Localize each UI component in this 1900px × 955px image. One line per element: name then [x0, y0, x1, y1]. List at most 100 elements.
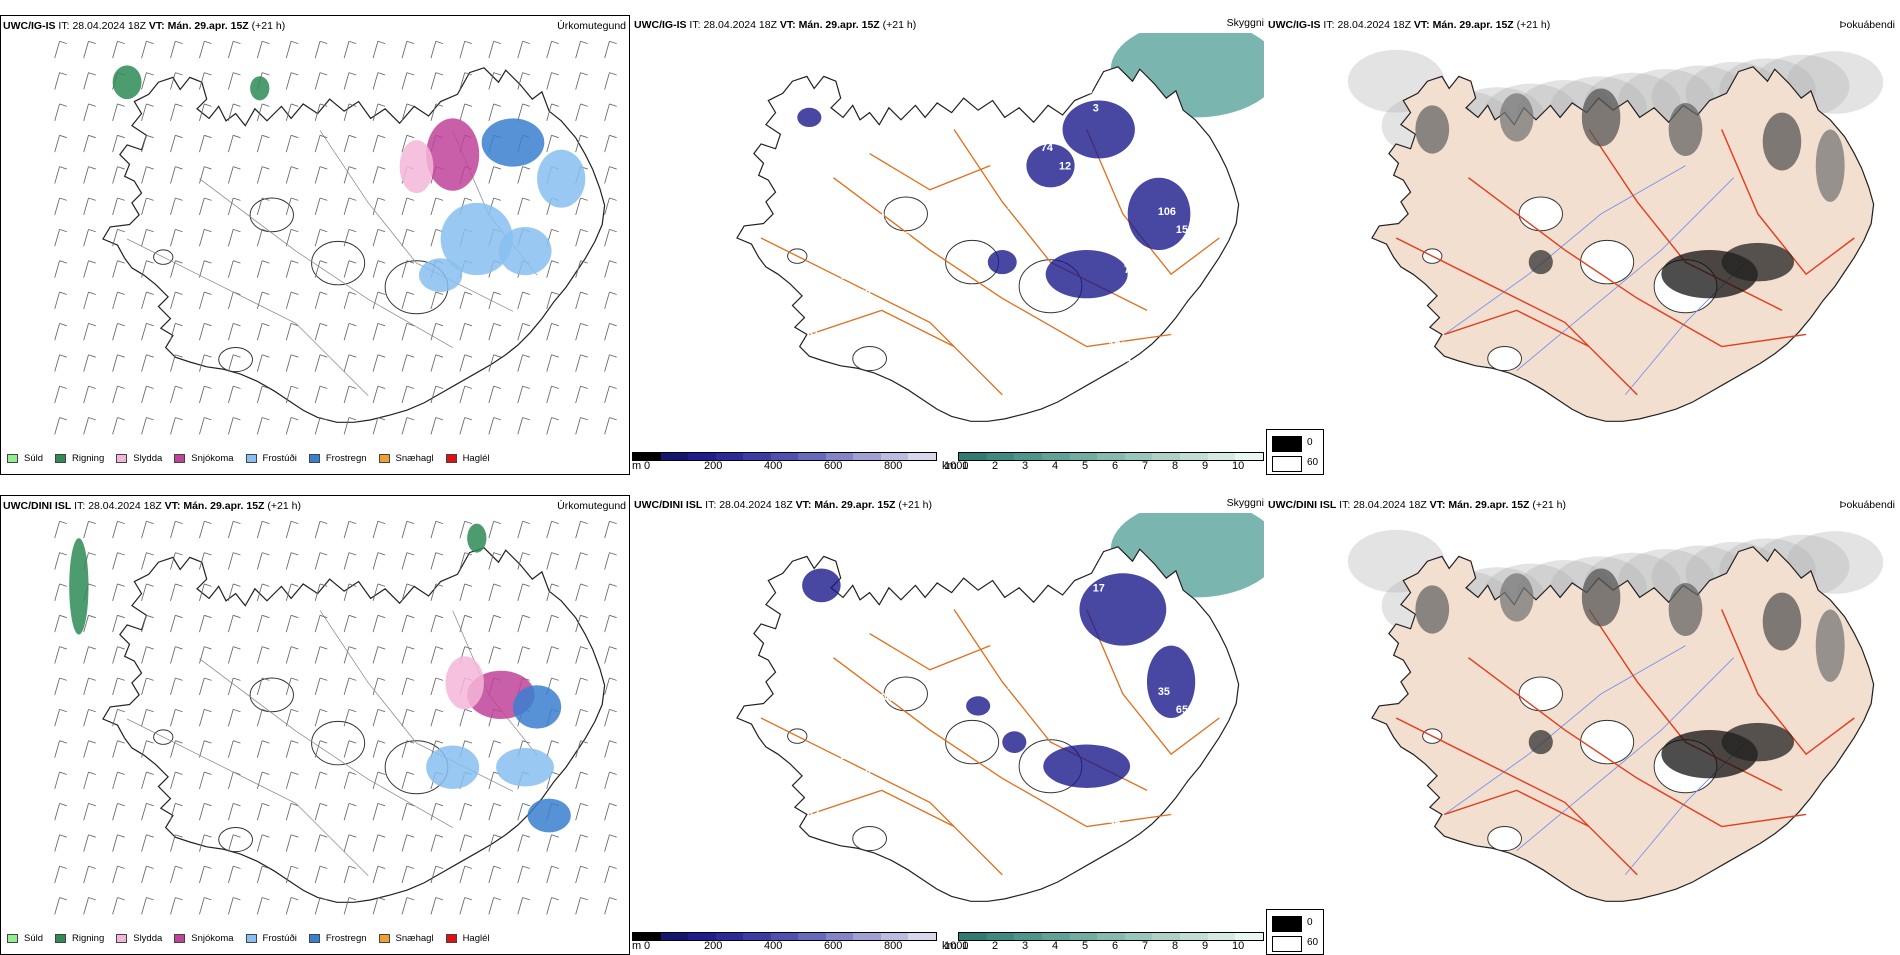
visibility-value: 59 — [976, 832, 988, 844]
visibility-value: 83 — [1192, 628, 1204, 640]
legend-item: Snjókoma — [174, 453, 234, 464]
init-time-label: IT: — [689, 19, 701, 31]
visibility-value: 3 — [1093, 102, 1099, 114]
legend-label: Snæhagl — [395, 453, 434, 464]
panel-title: Úrkomutegund — [557, 500, 626, 512]
legend-item: Frostúði — [245, 933, 297, 944]
legend-swatch — [445, 454, 457, 463]
visibility-value: 78 — [890, 616, 902, 628]
visibility-tick: 3 — [1022, 940, 1029, 952]
visibility-value: 29 — [825, 346, 837, 358]
visibility-value: 104 — [874, 692, 892, 704]
height-colorbar-labels: m 0 200 400 600 800 1000 — [632, 460, 968, 474]
model-name: UWC/IG-IS — [1268, 19, 1321, 31]
legend-label: Frostregn — [325, 453, 367, 464]
visibility-value: 80 — [859, 768, 871, 780]
visibility-tick: 4 — [1052, 940, 1059, 952]
visibility-panel: UWC/DINI ISL IT: 28.04.2024 18Z VT: Mán.… — [632, 495, 1264, 955]
visibility-map-area: 184 78 107 90 52 157 195 35 225 98 53 83 104 75 77 85 11… — [632, 500, 1264, 928]
lead-time: (+21 h) — [1516, 19, 1551, 31]
visibility-value: 65 — [1176, 704, 1188, 716]
fog-indicator-panel: UWC/IG-IS IT: 28.04.2024 18Z VT: Mán. 29… — [1266, 15, 1900, 475]
glacier-outline — [787, 248, 808, 264]
init-time: 28.04.2024 18Z — [1337, 19, 1411, 31]
legend-label: Rigning — [72, 453, 105, 464]
glacier-outline — [311, 240, 366, 286]
height-tick: 800 — [884, 940, 903, 952]
visibility-value: 184 — [773, 552, 791, 564]
visibility-value: 80 — [791, 90, 803, 102]
valid-time: Mán. 29.apr. 15Z — [798, 19, 880, 31]
visibility-value: 46 — [1059, 640, 1071, 652]
precip-map-area — [1, 514, 627, 929]
visibility-value: 35 — [1158, 686, 1170, 698]
legend-item: Haglél — [445, 933, 490, 944]
visibility-tick: 9 — [1202, 940, 1209, 952]
colorbar-step — [1069, 453, 1098, 460]
visibility-value: 15 — [1176, 224, 1188, 236]
visibility-value: 195 — [1041, 622, 1059, 634]
colorbar-step — [770, 453, 799, 460]
legend-swatch — [245, 934, 257, 943]
valid-time-label: VT: — [164, 500, 181, 512]
visibility-value: 12 — [1059, 160, 1071, 172]
colorbar-step — [908, 933, 937, 940]
model-name: UWC/IG-IS — [3, 20, 56, 32]
height-tick: 400 — [764, 460, 783, 472]
visibility-value: 99 — [908, 154, 920, 166]
colorbar-step — [959, 933, 987, 940]
visibility-value: 17 — [1093, 582, 1105, 594]
visibility-value: 10 — [1126, 358, 1138, 370]
fog-legend-high-label: 60 — [1307, 937, 1319, 948]
height-unit: m — [632, 460, 642, 472]
visibility-tick: 2 — [992, 940, 999, 952]
visibility-value: 4 — [976, 352, 982, 364]
visibility-colorbar-labels: km 1 2 3 4 5 6 7 8 9 10 — [942, 940, 1264, 954]
colorbar-step — [1097, 933, 1125, 940]
visibility-value: 3 — [893, 710, 899, 722]
height-tick: 1000 — [944, 460, 969, 472]
visibility-value: 72 — [942, 96, 954, 108]
visibility-value: 53 — [1075, 564, 1087, 576]
visibility-value: 106 — [1158, 206, 1176, 218]
glacier-outline — [1580, 239, 1635, 285]
visibility-value: 59 — [859, 288, 871, 300]
fog-map-area — [1266, 513, 1900, 928]
colorbar-step — [1041, 933, 1070, 940]
legend-label: Rigning — [72, 933, 105, 944]
colorbar-step — [825, 453, 854, 460]
colorbar-step — [1069, 933, 1098, 940]
visibility-tick: 10 — [1232, 940, 1245, 952]
colorbar-step — [825, 933, 854, 940]
legend-label: Slydda — [133, 453, 163, 464]
visibility-value: 90 — [1124, 744, 1136, 756]
legend-label: Haglél — [462, 933, 490, 944]
fog-legend-high-swatch — [1272, 916, 1302, 932]
lead-time: (+21 h) — [898, 499, 932, 511]
glacier-outline — [311, 720, 366, 766]
colorbar-step — [1207, 933, 1236, 940]
legend-swatch — [445, 934, 457, 943]
visibility-value: 98 — [958, 814, 970, 826]
valid-time-label: VT: — [795, 499, 812, 511]
colorbar-step — [880, 933, 909, 940]
legend-label: Súld — [24, 933, 44, 944]
model-name: UWC/DINI ISL — [1268, 499, 1337, 511]
height-colorbar — [632, 452, 937, 461]
colorbar-step — [1124, 933, 1153, 940]
colorbar-step — [1014, 933, 1042, 940]
colorbar-step — [1152, 453, 1181, 460]
visibility-value: 176 — [1108, 340, 1126, 352]
colorbar-step — [633, 453, 661, 460]
colorbar-step — [1235, 933, 1264, 940]
colorbar-step — [1014, 453, 1042, 460]
valid-time-label: VT: — [148, 20, 165, 32]
colorbar-step — [1207, 453, 1236, 460]
visibility-value: 4 — [776, 646, 782, 658]
glacier-outline — [1487, 826, 1522, 852]
init-time: 28.04.2024 18Z — [88, 500, 162, 512]
model-name: UWC/DINI ISL — [3, 500, 72, 512]
legend-label: Snæhagl — [395, 933, 434, 944]
legend-label: Frostúði — [262, 453, 297, 464]
visibility-tick: 5 — [1082, 460, 1089, 472]
